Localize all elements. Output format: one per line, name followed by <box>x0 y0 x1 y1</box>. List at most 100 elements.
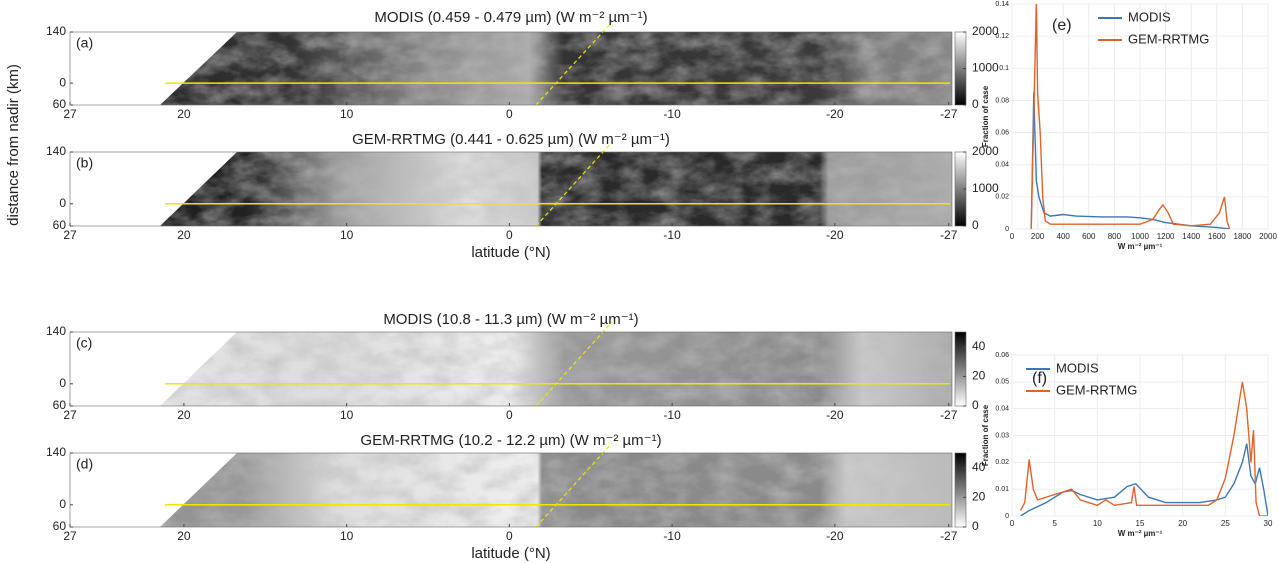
orbit-track <box>535 141 613 227</box>
x-tick-label: -20 <box>826 107 844 121</box>
x-tick-label: 10 <box>340 408 354 422</box>
y-tick-label: 0.08 <box>995 97 1009 104</box>
colorbar-tick-label: 20 <box>972 369 986 383</box>
x-axis-label: W m⁻² µm⁻¹ <box>1118 529 1163 538</box>
x-tick-label: -27 <box>940 529 958 543</box>
series-line <box>1019 381 1268 516</box>
x-tick-label: -10 <box>663 408 681 422</box>
x-tick-label: -20 <box>826 408 844 422</box>
colorbar-tick-label: 1000 <box>972 181 999 195</box>
x-tick-label: -27 <box>940 228 958 242</box>
panel-label: (f) <box>1032 370 1047 387</box>
x-tick-label: 1400 <box>1182 232 1200 241</box>
colorbar-tick-label: 0 <box>972 519 979 533</box>
y-tick-label: 0.02 <box>995 194 1009 201</box>
x-tick-label: 0 <box>506 228 513 242</box>
y-tick-label: 0 <box>59 75 66 89</box>
panel-label: (c) <box>76 335 92 351</box>
y-tick-label: 0.04 <box>995 162 1009 169</box>
orbit-track <box>535 21 613 106</box>
image-frame <box>69 31 953 106</box>
panel-label: (a) <box>76 35 93 51</box>
x-tick-label: 27 <box>63 228 77 242</box>
y-tick-label: 0.1 <box>999 65 1009 72</box>
legend-label: GEM-RRTMG <box>1128 31 1209 46</box>
x-tick-label: 10 <box>340 107 354 121</box>
legend-label: MODIS <box>1128 9 1171 24</box>
y-tick-label: 0 <box>59 497 66 511</box>
x-tick-label: -10 <box>663 529 681 543</box>
series-group <box>1019 381 1268 516</box>
x-tick-label: 20 <box>177 529 191 543</box>
x-tick-label: 10 <box>340 228 354 242</box>
colorbar-tick-label: 0 <box>972 218 979 232</box>
x-tick-label: 0 <box>506 107 513 121</box>
x-tick-label: 10 <box>1093 519 1102 528</box>
y-tick-label: 0 <box>59 376 66 390</box>
x-tick-label: 2000 <box>1259 232 1277 241</box>
image-frame <box>69 452 953 528</box>
x-tick-label: 800 <box>1108 232 1122 241</box>
y-tick-label: 0.03 <box>995 432 1009 439</box>
x-tick-label: 0 <box>1010 232 1015 241</box>
y-tick-label: 0.05 <box>995 379 1009 386</box>
colorbar <box>954 331 967 407</box>
y-tick-label: 0.01 <box>995 486 1009 493</box>
x-tick-label: 1200 <box>1157 232 1175 241</box>
swath-edge <box>70 31 238 105</box>
x-tick-label: 20 <box>177 408 191 422</box>
x-tick-label: 20 <box>1178 519 1187 528</box>
x-tick-label: -20 <box>826 529 844 543</box>
swath-edge <box>70 151 238 226</box>
y-tick-label: 0.14 <box>995 1 1009 8</box>
colorbar-tick-label: 40 <box>972 460 986 474</box>
x-tick-label: 25 <box>1221 519 1230 528</box>
x-tick-label: 1000 <box>1131 232 1149 241</box>
panel-title: GEM-RRTMG (10.2 - 12.2 µm) (W m⁻² µm⁻¹) <box>360 432 661 449</box>
x-tick-label: 27 <box>63 107 77 121</box>
x-tick-label: -27 <box>940 408 958 422</box>
panel-label: (b) <box>76 155 93 171</box>
y-tick-label: 140 <box>46 144 66 158</box>
orbit-track <box>535 442 613 528</box>
y-tick-label: 0.02 <box>995 459 1009 466</box>
y-tick-label: 0.12 <box>995 33 1009 40</box>
x-tick-label: 1800 <box>1234 232 1252 241</box>
x-tick-label: 5 <box>1052 519 1057 528</box>
y-tick-label: 60 <box>53 218 67 232</box>
y-tick-label: 60 <box>53 97 67 111</box>
y-tick-label: 0 <box>59 196 66 210</box>
colorbar <box>954 452 967 528</box>
x-axis-label: latitude (°N) <box>471 545 550 562</box>
y-tick-label: 60 <box>53 398 67 412</box>
colorbar-tick-label: 1000 <box>972 61 999 75</box>
y-tick-label: 0.04 <box>995 406 1009 413</box>
colorbar-tick-label: 2000 <box>972 144 999 158</box>
y-tick-label: 0 <box>1005 513 1009 520</box>
panel-title: MODIS (0.459 - 0.479 µm) (W m⁻² µm⁻¹) <box>374 9 647 26</box>
image-frame <box>69 331 953 407</box>
x-tick-label: -10 <box>663 228 681 242</box>
y-axis-label: Fraction of case <box>981 404 990 466</box>
swath-edge <box>70 331 238 406</box>
colorbar-tick-label: 0 <box>972 97 979 111</box>
y-tick-label: 0 <box>1005 226 1009 233</box>
x-tick-label: 30 <box>1264 519 1273 528</box>
x-tick-label: 600 <box>1082 232 1096 241</box>
x-tick-label: -27 <box>940 107 958 121</box>
y-axis-label: Fraction of case <box>981 85 990 147</box>
x-tick-label: 27 <box>63 408 77 422</box>
x-tick-label: 15 <box>1136 519 1145 528</box>
y-tick-label: 140 <box>46 324 66 338</box>
colorbar-tick-label: 0 <box>972 398 979 412</box>
x-tick-label: -10 <box>663 107 681 121</box>
colorbar-tick-label: 20 <box>972 490 986 504</box>
orbit-track <box>535 321 613 407</box>
series-line <box>1030 4 1231 229</box>
x-tick-label: 1600 <box>1208 232 1226 241</box>
y-tick-label: 0.06 <box>995 129 1009 136</box>
swath-edge <box>70 452 238 527</box>
colorbar-tick-label: 40 <box>972 339 986 353</box>
image-frame <box>69 151 953 227</box>
